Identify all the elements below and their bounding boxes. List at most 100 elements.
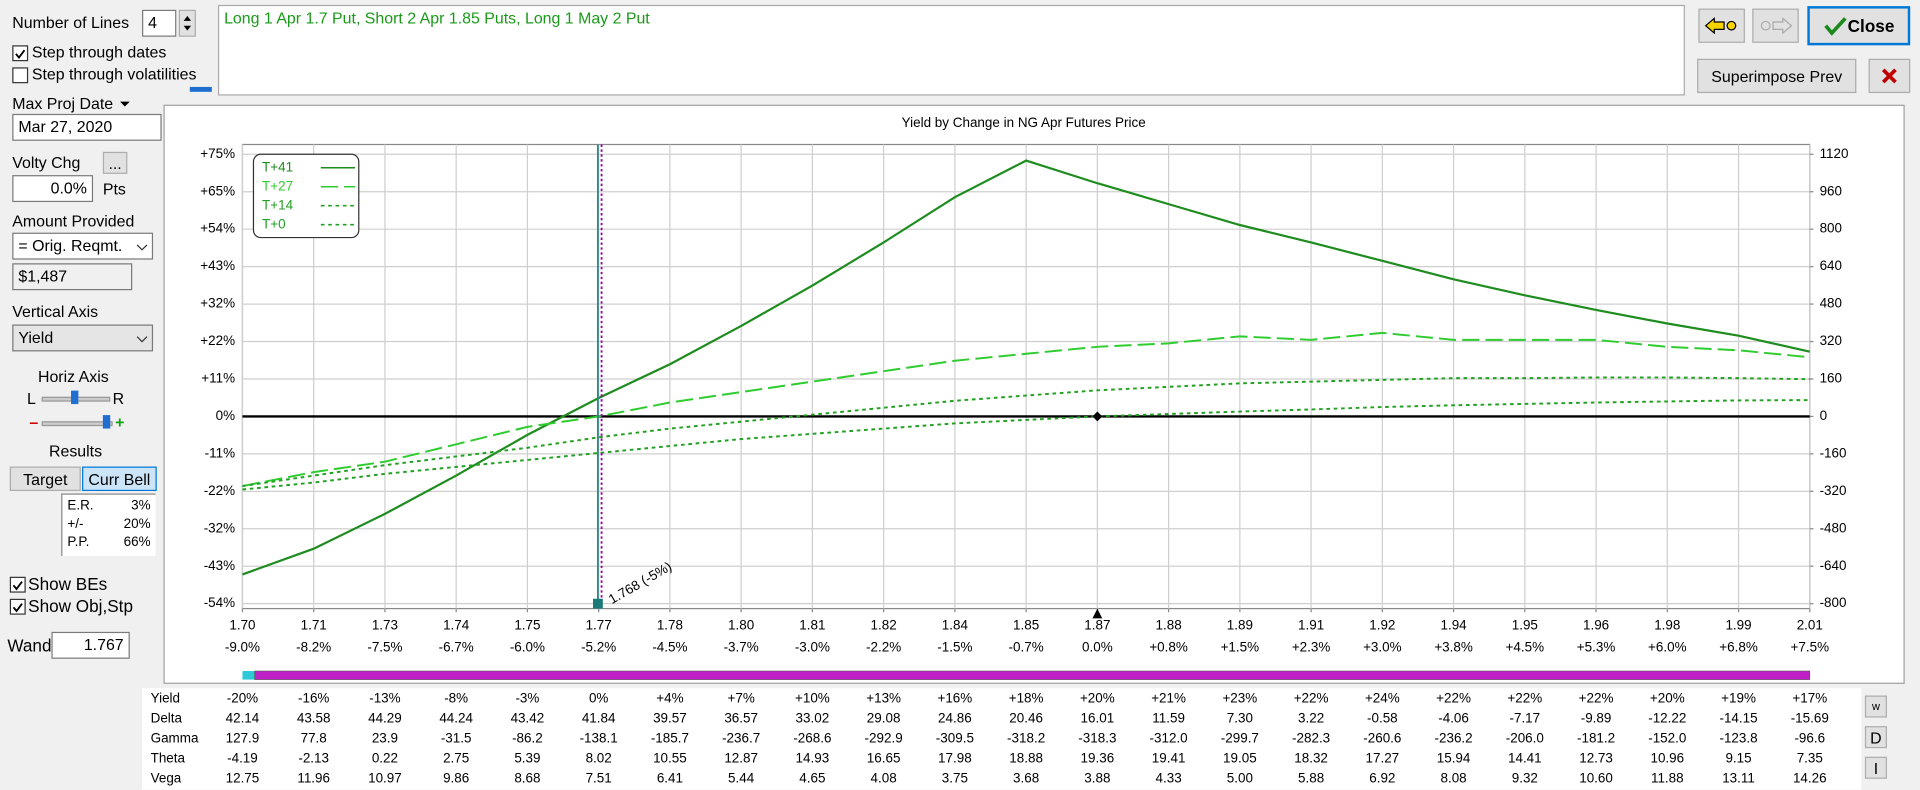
volty-button[interactable]: ... [102,151,128,174]
slider-thumb[interactable] [71,390,79,405]
legend-label: T+27 [262,178,293,193]
table-cell: 12.75 [226,771,260,786]
underlying-marker [1092,608,1103,619]
table-cell: 7.51 [586,771,612,786]
x2-tick-label: 0.0% [1082,639,1113,654]
table-cell: 16.65 [867,751,901,766]
label: Volty Chg [12,153,81,172]
table-cell: 6.92 [1369,771,1395,786]
arrow-right-icon [1760,17,1793,35]
check [12,581,23,591]
x2-tick-label: +1.5% [1221,639,1260,654]
x2-tick-label: +2.3% [1292,639,1331,654]
x-tick-label: 1.94 [1440,617,1467,632]
table-cell: 10.96 [1650,751,1684,766]
table-cell: 12.73 [1579,751,1613,766]
table-cell: 18.88 [1009,751,1043,766]
checkbox[interactable] [12,67,29,84]
x-tick-label: 1.92 [1369,617,1395,632]
curr-bell-button[interactable]: Curr Bell [82,466,157,492]
table-cell: +24% [1365,691,1400,706]
x-tick-label: 1.98 [1654,617,1680,632]
x2-tick-label: +4.5% [1506,639,1545,654]
target-button[interactable]: Target [9,466,81,492]
wand-input[interactable]: 1.767 [51,631,130,659]
table-cell: -13% [369,691,400,706]
date-input[interactable]: Mar 27, 2020 [12,113,162,141]
table-cell: -318.3 [1078,731,1116,746]
series-line [242,399,1810,491]
table-cell: 42.14 [226,711,260,726]
row-label: Delta [151,711,183,726]
delete-button[interactable] [1868,58,1911,94]
lines-input[interactable]: 4 [142,9,177,37]
table-cell: 14.26 [1793,771,1827,786]
table-cell: 127.9 [226,731,260,746]
table-cell: 0.22 [372,751,398,766]
table-cell: +16% [937,691,972,706]
label: R [112,389,125,408]
series-line [242,376,1810,488]
table-cell: -3% [515,691,539,706]
table-cell: 23.9 [372,731,398,746]
table-cell: 9.15 [1725,751,1751,766]
vertical-axis-select[interactable]: Yield [12,324,154,352]
x2-tick-label: -1.5% [937,639,972,654]
table-cell: 36.57 [724,711,758,726]
stats-box: E.R. 3% +/- 20% P.P. 66% [61,493,156,556]
y-tick-label: +11% [201,371,235,386]
table-cell: -260.6 [1363,731,1401,746]
strategy-text[interactable]: Long 1 Apr 1.7 Put, Short 2 Apr 1.85 Put… [217,4,1685,96]
table-cell: 8.68 [514,771,540,786]
prev-button[interactable] [1698,8,1745,43]
table-cell: -138.1 [580,731,618,746]
slider-thumb[interactable] [102,415,111,429]
x2-tick-label: -2.2% [866,639,901,654]
table-cell: 10.55 [653,751,687,766]
label: Show Obj,Stp [28,596,133,616]
table-cell: 18.32 [1294,751,1328,766]
table-cell: +10% [795,691,830,706]
wand-handle [593,598,603,609]
close-button[interactable]: Close [1807,6,1911,46]
select-arrow [136,244,148,251]
y-tick-label: -22% [204,483,235,498]
amount-select[interactable]: = Orig. Reqmt. [12,232,154,260]
y2-tick-label: -320 [1820,483,1847,498]
y-tick-label: +43% [200,258,235,273]
checkbox[interactable] [9,576,26,593]
x2-tick-label: -7.5% [367,639,402,654]
table-button[interactable]: D [1864,726,1887,749]
stat-label: E.R. [67,498,94,514]
label[interactable]: Max Proj Date [12,94,114,113]
y2-tick-label: 800 [1820,221,1842,236]
y2-tick-label: -800 [1820,595,1847,610]
legend-label: T+0 [262,216,286,231]
checkbox[interactable] [9,598,26,615]
check [12,603,23,613]
spinner[interactable] [178,9,196,37]
volty-input[interactable]: 0.0% [12,175,94,203]
superimpose-button[interactable]: Superimpose Prev [1697,58,1857,94]
table-cell: -123.8 [1719,731,1757,746]
x-tick-label: 1.75 [514,617,540,632]
x2-tick-label: +6.8% [1719,639,1758,654]
table-cell: -0.58 [1367,711,1398,726]
table-cell: -16% [298,691,329,706]
mini-slider[interactable] [189,86,212,92]
table-cell: -4.06 [1438,711,1469,726]
y2-tick-label: -640 [1820,558,1847,573]
table-cell: -318.2 [1007,731,1045,746]
table-cell: 14.41 [1508,751,1542,766]
x-tick-label: 1.84 [942,617,969,632]
table-button[interactable]: I [1864,756,1887,779]
stat-value: 3% [131,498,151,514]
x2-tick-label: -3.0% [795,639,830,654]
table-cell: 11.88 [1651,771,1684,786]
checkbox[interactable] [12,45,29,62]
next-button[interactable] [1752,8,1799,43]
y-tick-label: +54% [200,221,235,236]
table-button[interactable]: w [1864,695,1887,718]
table-cell: -9.89 [1581,711,1612,726]
spinner-icon [183,15,192,31]
